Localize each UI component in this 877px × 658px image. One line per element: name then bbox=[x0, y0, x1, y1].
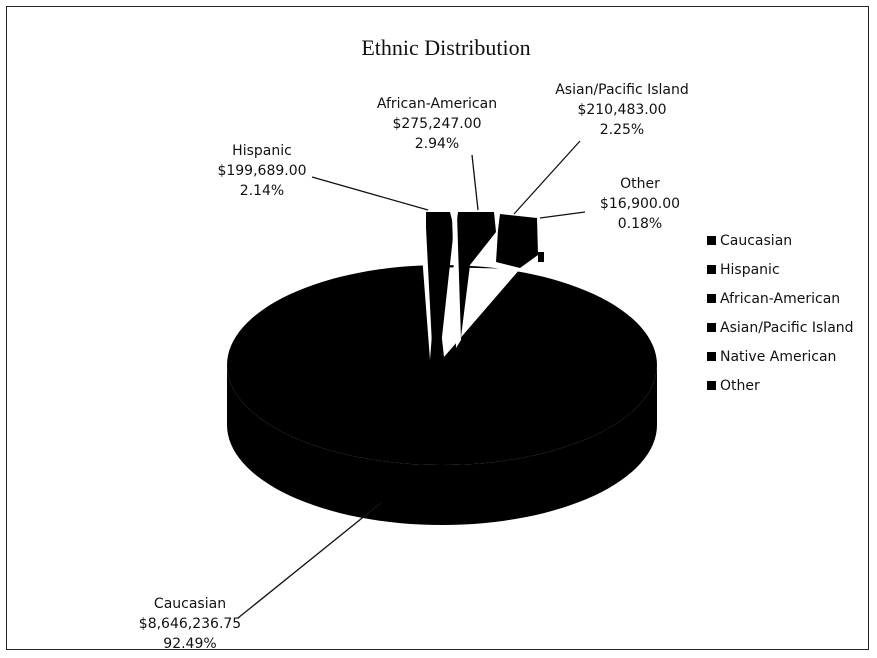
leader-asian-pacific-island bbox=[513, 140, 581, 215]
data-label-asian-pacific-island-value: $210,483.00 bbox=[577, 102, 666, 118]
chart-frame bbox=[6, 6, 869, 650]
exploded-slices bbox=[426, 212, 544, 355]
data-label-african-american-percent: 2.94% bbox=[415, 136, 459, 152]
pie-slice-other bbox=[538, 252, 544, 262]
legend-swatch-hispanic bbox=[707, 265, 716, 274]
legend-entry-african-american: African-American bbox=[720, 291, 840, 307]
pie-slice-caucasian bbox=[227, 265, 657, 465]
legend: Caucasian Hispanic African-American Asian/P… bbox=[707, 233, 854, 394]
legend-entry-hispanic: Hispanic bbox=[720, 262, 780, 278]
pie-slice-hispanic bbox=[426, 212, 454, 355]
leader-lines bbox=[237, 140, 586, 619]
data-label-caucasian-name: Caucasian bbox=[154, 596, 226, 612]
legend-entry-caucasian: Caucasian bbox=[720, 233, 792, 249]
pie-slice-asian-pacific-island bbox=[496, 214, 538, 268]
data-label-other-percent: 0.18% bbox=[618, 216, 662, 232]
data-label-asian-pacific-island-name: Asian/Pacific Island bbox=[555, 82, 689, 98]
leader-african-american bbox=[471, 154, 479, 211]
pie-slice-african-american bbox=[456, 212, 496, 345]
legend-swatch-african-american bbox=[707, 294, 716, 303]
data-label-asian-pacific-island-percent: 2.25% bbox=[600, 122, 644, 138]
data-labels: Caucasian $8,646,236.75 92.49% Hispanic $199… bbox=[139, 82, 689, 652]
data-label-hispanic-name: Hispanic bbox=[232, 143, 292, 159]
pie-3d-body bbox=[227, 255, 657, 525]
slice-separator bbox=[452, 214, 461, 348]
data-label-african-american-name: African-American bbox=[377, 96, 497, 112]
data-label-other-name: Other bbox=[620, 176, 660, 192]
data-label-caucasian-percent: 92.49% bbox=[163, 636, 216, 652]
data-label-caucasian-value: $8,646,236.75 bbox=[139, 616, 241, 632]
legend-swatch-native-american bbox=[707, 352, 716, 361]
data-label-hispanic-value: $199,689.00 bbox=[217, 163, 306, 179]
pie-side-caucasian bbox=[227, 365, 657, 525]
data-label-hispanic-percent: 2.14% bbox=[240, 183, 284, 199]
legend-swatch-other bbox=[707, 381, 716, 390]
legend-entry-other: Other bbox=[720, 378, 760, 394]
legend-swatch-asian-pacific-island bbox=[707, 323, 716, 332]
leader-hispanic bbox=[311, 176, 429, 211]
chart-title: Ethnic Distribution bbox=[361, 35, 530, 60]
legend-entry-native-american: Native American bbox=[720, 349, 836, 365]
legend-entry-asian-pacific-island: Asian/Pacific Island bbox=[720, 320, 854, 336]
leader-caucasian bbox=[237, 501, 383, 619]
leader-other bbox=[539, 211, 586, 219]
data-label-other-value: $16,900.00 bbox=[600, 196, 680, 212]
data-label-african-american-value: $275,247.00 bbox=[392, 116, 481, 132]
legend-swatch-caucasian bbox=[707, 236, 716, 245]
